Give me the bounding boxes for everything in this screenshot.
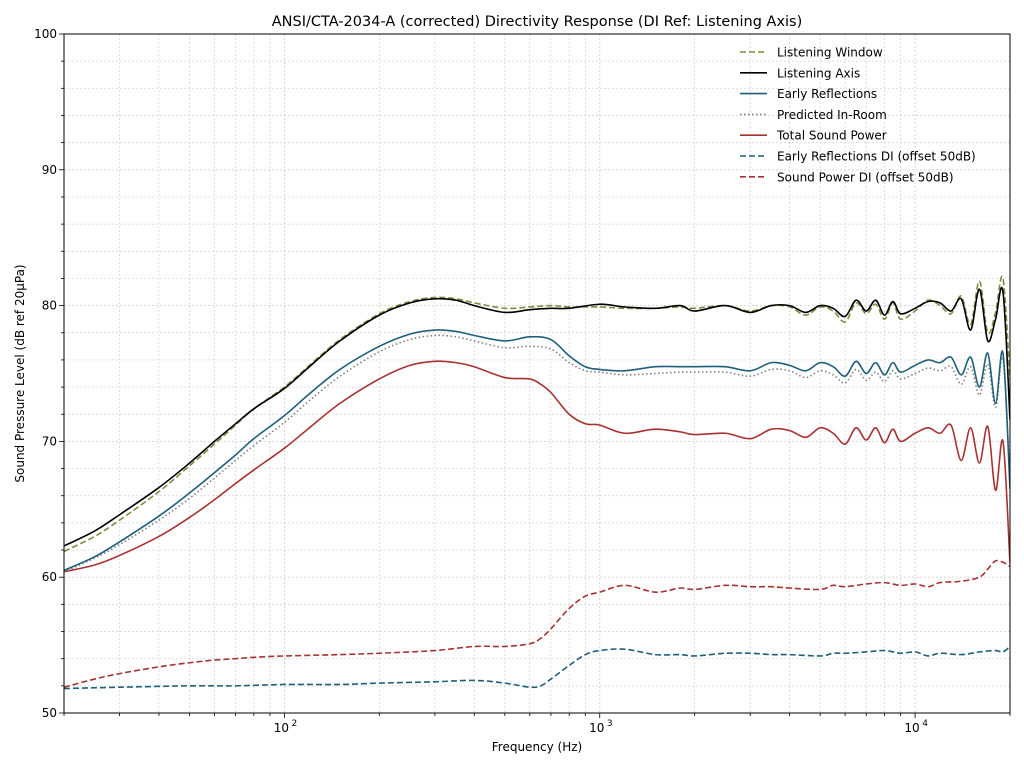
legend-label-early-reflections-di-offset-50db: Early Reflections DI (offset 50dB): [777, 150, 976, 164]
legend-label-early-reflections: Early Reflections: [777, 87, 877, 101]
x-axis-label: Frequency (Hz): [492, 740, 583, 754]
legend-label-listening-window: Listening Window: [777, 46, 883, 60]
y-tick-label: 90: [42, 163, 57, 177]
x-tick-label-exponent: 4: [922, 719, 928, 729]
x-tick-label-exponent: 3: [607, 719, 613, 729]
y-tick-label: 100: [34, 27, 57, 41]
y-tick-label: 50: [42, 706, 57, 720]
x-tick-label: 10: [589, 721, 604, 735]
y-tick-label: 60: [42, 570, 57, 584]
series-line-sound-power-di-offset-50db: [64, 559, 1010, 688]
y-tick-label: 70: [42, 434, 57, 448]
plot-frame: [63, 33, 1011, 714]
y-axis-label: Sound Pressure Level (dB ref 20µPa): [13, 264, 27, 482]
legend-label-total-sound-power: Total Sound Power: [776, 129, 887, 143]
series-line-total-sound-power: [64, 360, 1010, 573]
series-line-predicted-in-room: [64, 334, 1010, 573]
legend-label-listening-axis: Listening Axis: [777, 66, 860, 80]
chart-title: ANSI/CTA-2034-A (corrected) Directivity …: [272, 14, 803, 30]
series-line-listening-axis: [64, 287, 1010, 547]
series-line-listening-window: [64, 275, 1010, 553]
x-tick-label-exponent: 2: [292, 719, 298, 729]
x-tick-label: 10: [274, 721, 289, 735]
minor-grid: [63, 34, 1011, 713]
series-line-early-reflections: [64, 329, 1010, 572]
y-tick-label: 80: [42, 299, 57, 313]
series-layer: [64, 275, 1010, 690]
series-line-early-reflections-di-offset-50db: [64, 645, 1010, 690]
legend-label-predicted-in-room: Predicted In-Room: [777, 108, 887, 122]
legend: Listening Window Listening Axis Early Refl…: [740, 46, 976, 184]
x-tick-label: 10: [904, 721, 919, 735]
legend-label-sound-power-di-offset-50db: Sound Power DI (offset 50dB): [777, 170, 954, 184]
